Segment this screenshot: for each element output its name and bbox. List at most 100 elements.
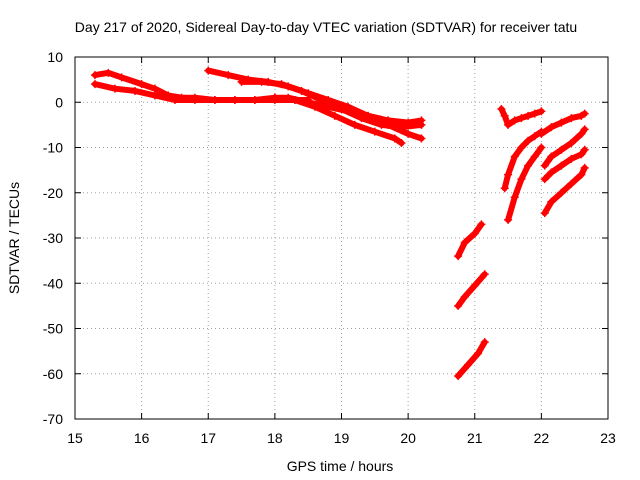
data-point bbox=[537, 129, 546, 138]
x-tick-label: 23 bbox=[600, 430, 616, 446]
data-point bbox=[510, 116, 519, 125]
series-line bbox=[538, 110, 588, 137]
data-point bbox=[454, 301, 463, 310]
series-track-16 bbox=[540, 163, 589, 218]
data-point bbox=[337, 105, 346, 114]
data-point bbox=[537, 107, 546, 116]
data-point bbox=[480, 338, 489, 347]
data-point bbox=[530, 152, 539, 161]
data-point bbox=[480, 270, 489, 279]
data-point bbox=[277, 80, 286, 89]
y-tick-label: 10 bbox=[47, 49, 63, 65]
data-point bbox=[577, 129, 586, 138]
data-point bbox=[357, 114, 366, 123]
y-tick-labels: 10 0 -10 -20 -30 -40 -50 -60 -70 bbox=[43, 49, 63, 427]
data-point bbox=[567, 114, 576, 123]
data-point bbox=[310, 102, 319, 111]
y-tick-label: -50 bbox=[43, 321, 63, 337]
x-tick-labels: 15 16 17 18 19 20 21 22 23 bbox=[67, 430, 616, 446]
series-line bbox=[455, 271, 488, 309]
data-point bbox=[580, 109, 589, 118]
data-point bbox=[290, 95, 299, 104]
data-point bbox=[377, 120, 386, 129]
data-point bbox=[500, 184, 509, 193]
data-point bbox=[250, 95, 259, 104]
data-point bbox=[397, 123, 406, 132]
series-track-15 bbox=[540, 145, 589, 184]
data-point bbox=[117, 73, 126, 82]
data-point bbox=[390, 134, 399, 143]
data-point bbox=[577, 150, 586, 159]
series-line bbox=[455, 339, 488, 379]
data-point bbox=[460, 238, 469, 247]
data-point bbox=[370, 127, 379, 136]
data-point bbox=[580, 145, 589, 154]
data-point bbox=[137, 80, 146, 89]
series-track-11 bbox=[500, 127, 546, 193]
y-tick-label: -60 bbox=[43, 366, 63, 382]
series-track-5 bbox=[237, 77, 426, 132]
data-point bbox=[524, 136, 533, 145]
data-point bbox=[417, 120, 426, 129]
series-line bbox=[505, 144, 545, 223]
series-track-7 bbox=[454, 220, 486, 261]
data-point bbox=[404, 129, 413, 138]
data-point bbox=[530, 132, 539, 141]
data-point bbox=[190, 93, 199, 102]
data-point bbox=[557, 118, 566, 127]
data-point bbox=[497, 105, 506, 114]
data-point bbox=[210, 95, 219, 104]
data-point bbox=[257, 77, 266, 86]
data-point bbox=[477, 220, 486, 229]
data-point bbox=[537, 143, 546, 152]
data-point bbox=[504, 170, 513, 179]
data-point bbox=[540, 161, 549, 170]
y-axis-label: SDTVAR / TECUs bbox=[6, 182, 22, 294]
data-point bbox=[557, 145, 566, 154]
data-point bbox=[470, 281, 479, 290]
data-point bbox=[504, 215, 513, 224]
data-point bbox=[540, 209, 549, 218]
y-tick-label: -10 bbox=[43, 140, 63, 156]
data-point bbox=[330, 111, 339, 120]
series-track-12 bbox=[504, 143, 546, 224]
data-point bbox=[90, 80, 99, 89]
data-point bbox=[454, 372, 463, 381]
data-point bbox=[547, 197, 556, 206]
series-track-9 bbox=[454, 338, 489, 381]
data-point bbox=[577, 170, 586, 179]
chart-title: Day 217 of 2020, Sidereal Day-to-day VTE… bbox=[75, 19, 577, 35]
x-tick-label: 21 bbox=[467, 430, 483, 446]
data-point bbox=[460, 292, 469, 301]
data-point bbox=[517, 143, 526, 152]
data-point bbox=[470, 229, 479, 238]
data-point bbox=[110, 84, 119, 93]
data-point bbox=[580, 163, 589, 172]
data-point bbox=[547, 168, 556, 177]
x-axis-label: GPS time / hours bbox=[287, 458, 394, 474]
y-tick-label: -30 bbox=[43, 230, 63, 246]
series-track-6 bbox=[270, 93, 406, 147]
data-point bbox=[500, 111, 509, 120]
data-point bbox=[557, 188, 566, 197]
x-tick-label: 20 bbox=[400, 430, 416, 446]
data-point bbox=[510, 193, 519, 202]
data-point bbox=[474, 349, 483, 358]
data-point bbox=[547, 123, 556, 132]
data-point bbox=[90, 71, 99, 80]
data-point bbox=[547, 152, 556, 161]
x-tick-label: 17 bbox=[200, 430, 216, 446]
data-point bbox=[567, 179, 576, 188]
data-point bbox=[580, 125, 589, 134]
data-point bbox=[397, 138, 406, 147]
data-point bbox=[170, 93, 179, 102]
series-track-14 bbox=[540, 125, 589, 170]
data-point bbox=[530, 109, 539, 118]
data-point bbox=[150, 84, 159, 93]
data-point bbox=[567, 154, 576, 163]
data-point bbox=[270, 93, 279, 102]
data-point bbox=[104, 68, 113, 77]
y-tick-label: 0 bbox=[55, 94, 63, 110]
data-point bbox=[204, 66, 213, 75]
